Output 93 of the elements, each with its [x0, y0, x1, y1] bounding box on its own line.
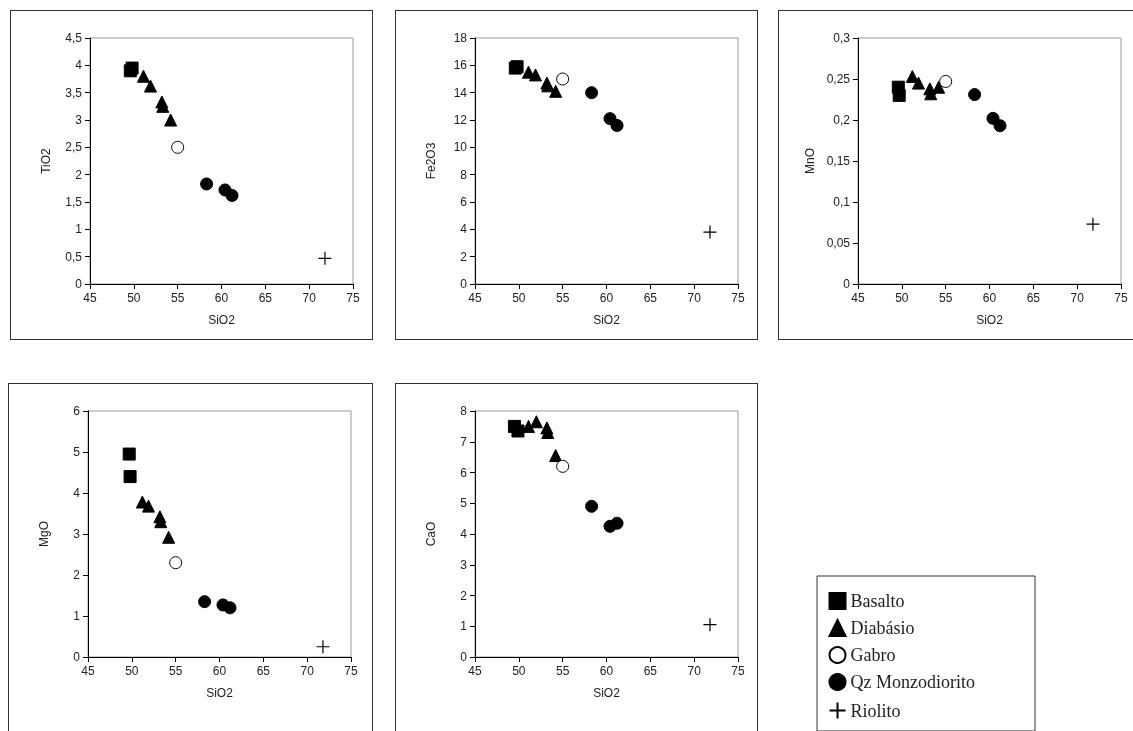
- x-tick-label: 60: [214, 291, 229, 305]
- y-tick-label: 2: [460, 249, 468, 264]
- y-tick-label: 16: [453, 58, 468, 73]
- x-tick-label: 70: [687, 664, 702, 678]
- y-tick-label: 4: [460, 527, 468, 541]
- y-tick-label: 3: [73, 527, 81, 541]
- y-tick-label: 0,3: [833, 31, 851, 45]
- y-tick-label: 5: [73, 445, 81, 459]
- y-tick-label: 6: [73, 404, 81, 418]
- y-tick-label: 5: [460, 496, 468, 511]
- x-tick-label: 65: [1026, 291, 1041, 305]
- x-axis-title: SiO2: [593, 313, 621, 327]
- x-tick-label: 45: [468, 664, 482, 678]
- y-tick-label: 0,5: [65, 249, 83, 264]
- y-tick-label: 0,2: [833, 113, 851, 127]
- y-tick-label: 1: [73, 609, 81, 623]
- y-tick-label: 12: [453, 113, 468, 127]
- x-tick-label: 45: [851, 291, 865, 305]
- y-tick-label: 0: [843, 277, 851, 291]
- y-tick-label: 18: [453, 31, 468, 45]
- x-tick-label: 70: [300, 664, 315, 678]
- y-tick-label: 6: [460, 465, 468, 480]
- y-tick-label: 0: [75, 277, 83, 291]
- x-tick-label: 50: [512, 664, 526, 678]
- y-tick-label: 3,5: [65, 85, 83, 100]
- y-tick-label: 0,25: [826, 72, 851, 86]
- x-tick-label: 55: [555, 291, 570, 305]
- x-tick-label: 70: [1070, 291, 1085, 305]
- x-tick-label: 60: [599, 291, 614, 305]
- legend-label: Riolito: [850, 700, 901, 721]
- y-tick-label: 14: [453, 85, 468, 100]
- y-tick-label: 1: [460, 619, 468, 634]
- x-tick-label: 45: [468, 291, 482, 305]
- x-tick-label: 50: [512, 291, 526, 305]
- x-tick-label: 75: [344, 664, 358, 678]
- x-tick-label: 55: [938, 291, 953, 305]
- y-axis-title: MgO: [37, 520, 51, 548]
- y-tick-label: 3: [75, 113, 83, 127]
- y-tick-label: 8: [460, 167, 468, 182]
- legend-label: Basalto: [850, 591, 905, 611]
- legend-label: Diabásio: [850, 618, 915, 638]
- x-tick-label: 55: [555, 664, 570, 678]
- legend-label: Qz Monzodiorito: [850, 672, 975, 692]
- x-tick-label: 50: [127, 291, 141, 305]
- x-tick-label: 45: [81, 664, 95, 678]
- y-tick-label: 10: [453, 140, 468, 155]
- x-tick-label: 65: [256, 664, 271, 678]
- x-axis-title: SiO2: [206, 686, 234, 700]
- x-tick-label: 45: [83, 291, 97, 305]
- x-tick-label: 65: [643, 664, 658, 678]
- y-tick-label: 3: [460, 557, 468, 572]
- x-axis-title: SiO2: [208, 313, 236, 327]
- x-tick-label: 50: [125, 664, 139, 678]
- y-tick-label: 8: [460, 404, 468, 418]
- y-tick-label: 2,5: [65, 140, 83, 155]
- y-tick-label: 0,1: [833, 195, 851, 209]
- y-tick-label: 4: [75, 58, 83, 73]
- y-tick-label: 7: [460, 434, 468, 449]
- x-tick-label: 75: [346, 291, 360, 305]
- y-tick-label: 0: [460, 277, 468, 291]
- y-tick-label: 0,05: [826, 236, 851, 250]
- y-axis-title: MnO: [802, 147, 817, 175]
- x-tick-label: 55: [168, 664, 183, 678]
- y-tick-label: 0: [73, 650, 81, 664]
- x-tick-label: 50: [895, 291, 909, 305]
- x-tick-label: 75: [731, 291, 745, 305]
- y-tick-label: 2: [73, 568, 81, 582]
- x-tick-label: 75: [1114, 291, 1128, 305]
- x-tick-label: 60: [982, 291, 997, 305]
- y-tick-label: 2: [460, 588, 468, 603]
- x-tick-label: 70: [302, 291, 317, 305]
- legend-label: Gabro: [850, 645, 896, 665]
- x-axis-title: SiO2: [593, 686, 621, 700]
- y-tick-label: 4: [460, 222, 468, 237]
- y-tick-label: 0,15: [826, 154, 851, 168]
- y-tick-label: 4,5: [65, 31, 83, 45]
- y-tick-label: 4: [73, 486, 81, 500]
- x-tick-label: 65: [258, 291, 273, 305]
- y-axis-title: Fe2O3: [424, 142, 438, 180]
- x-tick-label: 60: [599, 664, 614, 678]
- x-tick-label: 70: [687, 291, 702, 305]
- y-tick-label: 2: [75, 167, 83, 182]
- x-tick-label: 60: [212, 664, 227, 678]
- y-tick-label: 1: [75, 222, 83, 237]
- y-axis-title: TiO2: [39, 147, 53, 174]
- y-tick-label: 6: [460, 195, 468, 209]
- y-tick-label: 0: [460, 650, 468, 664]
- y-axis-title: CaO: [424, 521, 438, 547]
- y-tick-label: 1,5: [65, 195, 83, 209]
- x-tick-label: 55: [170, 291, 185, 305]
- x-axis-title: SiO2: [976, 313, 1004, 327]
- x-tick-label: 75: [731, 664, 745, 678]
- x-tick-label: 65: [643, 291, 658, 305]
